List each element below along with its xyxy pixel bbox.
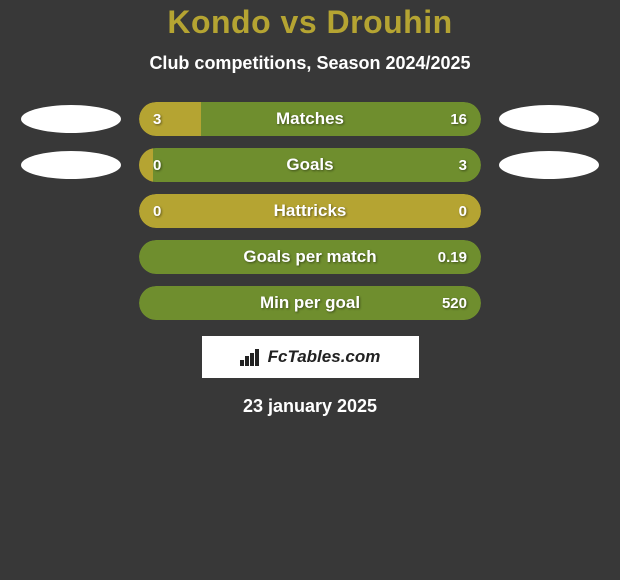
metric-bar: 3Matches16 bbox=[139, 102, 481, 136]
team-oval-icon bbox=[21, 151, 121, 179]
metric-row: Min per goal520 bbox=[0, 286, 620, 320]
team-oval-icon bbox=[499, 105, 599, 133]
date-label: 23 january 2025 bbox=[0, 396, 620, 417]
metric-right-value: 520 bbox=[442, 295, 467, 312]
right-team-badge bbox=[499, 240, 599, 274]
left-team-badge bbox=[21, 148, 121, 182]
right-team-badge bbox=[499, 194, 599, 228]
metric-row: 0Hattricks0 bbox=[0, 194, 620, 228]
metric-label: Hattricks bbox=[139, 201, 481, 221]
metric-label: Goals per match bbox=[139, 247, 481, 267]
metric-label: Matches bbox=[139, 109, 481, 129]
metric-row: 3Matches16 bbox=[0, 102, 620, 136]
metric-label: Min per goal bbox=[139, 293, 481, 313]
metric-bar: 0Goals3 bbox=[139, 148, 481, 182]
team-oval-icon bbox=[499, 151, 599, 179]
brand-label: FcTables.com bbox=[268, 347, 381, 367]
chart-icon bbox=[240, 348, 262, 366]
metric-row: Goals per match0.19 bbox=[0, 240, 620, 274]
metric-label: Goals bbox=[139, 155, 481, 175]
subtitle: Club competitions, Season 2024/2025 bbox=[0, 53, 620, 74]
left-team-badge bbox=[21, 286, 121, 320]
metric-bar: 0Hattricks0 bbox=[139, 194, 481, 228]
right-team-badge bbox=[499, 102, 599, 136]
metric-right-value: 0 bbox=[459, 203, 467, 220]
team-oval-icon bbox=[21, 105, 121, 133]
left-team-badge bbox=[21, 240, 121, 274]
right-team-badge bbox=[499, 148, 599, 182]
metric-bar: Min per goal520 bbox=[139, 286, 481, 320]
metric-right-value: 0.19 bbox=[438, 249, 467, 266]
metric-bar: Goals per match0.19 bbox=[139, 240, 481, 274]
left-team-badge bbox=[21, 102, 121, 136]
stats-container: Kondo vs Drouhin Club competitions, Seas… bbox=[0, 0, 620, 417]
metrics-list: 3Matches160Goals30Hattricks0Goals per ma… bbox=[0, 102, 620, 320]
right-team-badge bbox=[499, 286, 599, 320]
metric-row: 0Goals3 bbox=[0, 148, 620, 182]
page-title: Kondo vs Drouhin bbox=[0, 4, 620, 41]
metric-right-value: 3 bbox=[459, 157, 467, 174]
left-team-badge bbox=[21, 194, 121, 228]
metric-right-value: 16 bbox=[450, 111, 467, 128]
brand-footer[interactable]: FcTables.com bbox=[202, 336, 419, 378]
